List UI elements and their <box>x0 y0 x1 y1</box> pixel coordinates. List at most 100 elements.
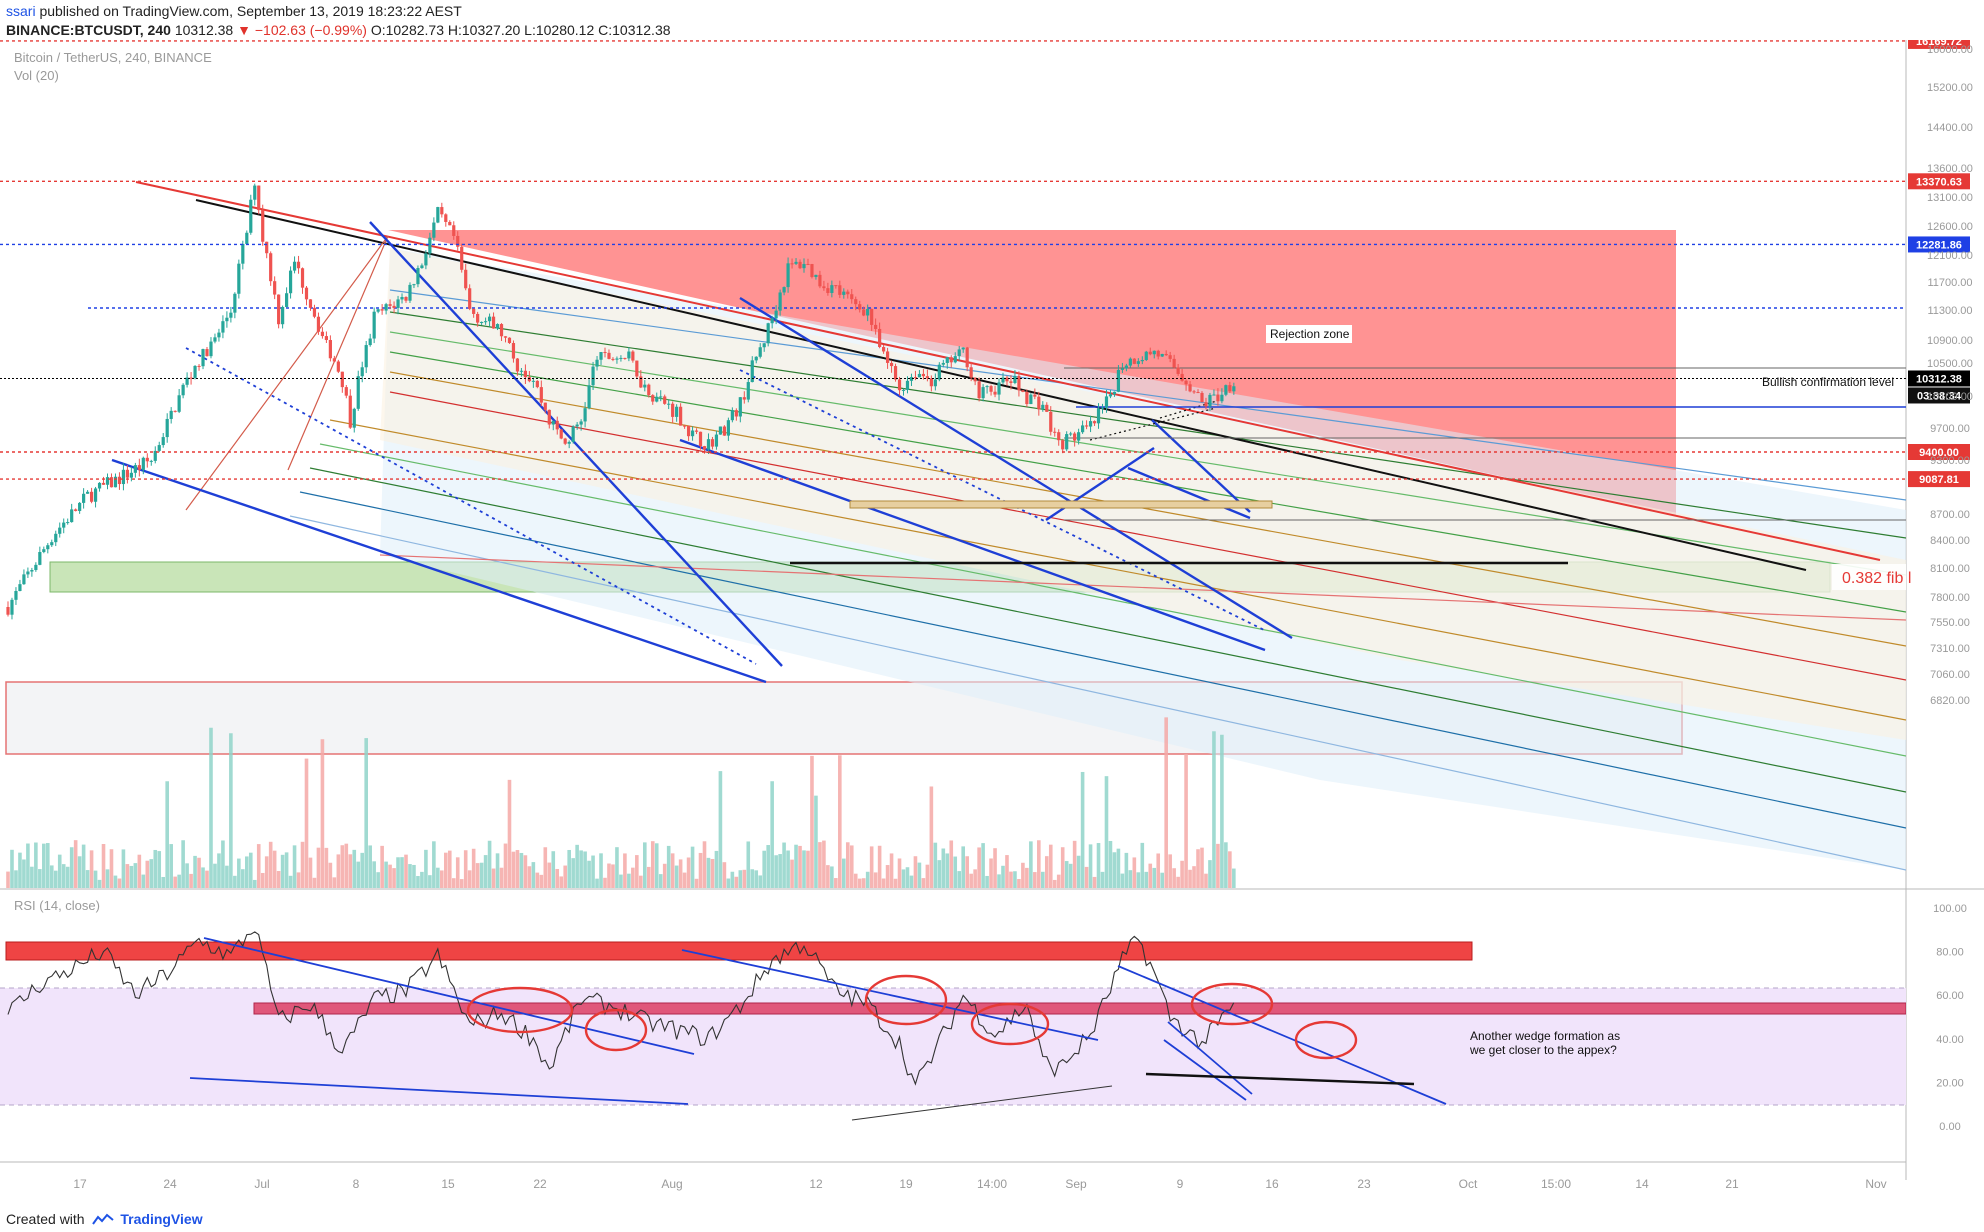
volume-bar <box>523 855 528 888</box>
candle-body <box>316 316 321 332</box>
time-tick-label: 14:00 <box>977 1177 1007 1191</box>
candle-body <box>1220 394 1224 402</box>
volume-bar <box>583 851 587 888</box>
volume-bar <box>654 843 659 888</box>
volume-bar <box>105 869 110 888</box>
candle-body <box>1196 392 1200 394</box>
chart-area[interactable]: 16169.7213370.6312281.8610312.389400.009… <box>0 40 1984 1212</box>
volume-bar <box>10 849 14 888</box>
candle-body <box>153 450 157 461</box>
volume-bar <box>256 844 261 888</box>
channel-line <box>1127 466 1251 520</box>
candle-body <box>539 387 543 403</box>
time-tick-label: 14 <box>1635 1177 1649 1191</box>
fib-line <box>389 371 1906 647</box>
volume-bar <box>209 727 213 888</box>
candle-body <box>643 384 647 388</box>
volume-bar <box>1188 869 1192 888</box>
candle-body <box>985 386 989 388</box>
volume-bar <box>893 878 898 888</box>
candle-body <box>209 341 213 357</box>
candle-body <box>854 299 858 305</box>
candle-body <box>93 488 98 502</box>
volume-bar <box>185 863 189 888</box>
candle-body <box>1180 373 1184 381</box>
candle-body <box>587 385 591 409</box>
volume-bar <box>778 854 782 888</box>
volume-bar <box>861 878 866 888</box>
price-tick-label: 13100.00 <box>1927 192 1973 204</box>
rsi-tick-label: 80.00 <box>1936 947 1964 959</box>
time-tick-label: 16 <box>1265 1177 1279 1191</box>
fib-label-bg <box>1832 564 1906 590</box>
candle-body <box>802 263 806 269</box>
volume-bar <box>1172 868 1176 888</box>
candle-body <box>1104 396 1109 408</box>
candle-body <box>639 376 643 388</box>
candle-body <box>376 309 380 312</box>
price-tick-label: 12100.00 <box>1927 250 1973 262</box>
candle-body <box>78 502 82 511</box>
volume-bar <box>428 875 432 888</box>
candle-body <box>575 424 579 427</box>
candle-body <box>233 293 237 313</box>
volume-bar <box>989 858 993 888</box>
candle-body <box>1041 404 1045 410</box>
volume-bar <box>491 868 496 888</box>
candle-body <box>762 343 766 348</box>
volume-bar <box>65 866 70 888</box>
time-tick-label: Jul <box>254 1177 269 1191</box>
volume-bar <box>1124 852 1129 888</box>
candle-body <box>874 324 878 329</box>
candle-body <box>145 457 149 462</box>
candle-body <box>702 446 707 450</box>
candle-body <box>1057 432 1061 441</box>
volume-bar <box>288 875 293 888</box>
volume-bar <box>714 850 719 888</box>
volume-bar <box>706 857 711 888</box>
candle-body <box>424 253 428 266</box>
tradingview-brand[interactable]: TradingView <box>120 1211 203 1227</box>
volume-bar <box>849 845 854 888</box>
price-tick-label: 7310.00 <box>1930 643 1970 655</box>
volume-bar <box>1092 876 1097 888</box>
candle-body <box>121 469 126 485</box>
volume-bar <box>440 870 444 888</box>
candle-body <box>734 410 738 417</box>
candle-body <box>484 321 488 323</box>
candle-body <box>989 386 993 392</box>
volume-bar <box>153 849 158 888</box>
volume-bar <box>838 755 842 888</box>
level-badge-label: 9400.00 <box>1919 447 1959 459</box>
candle-body <box>86 491 90 494</box>
candle-body <box>277 294 281 325</box>
price-change: ▼ −102.63 (−0.99%) <box>237 22 367 38</box>
volume-bar <box>125 864 130 888</box>
candle-body <box>392 305 396 308</box>
volume-bar <box>531 862 536 888</box>
level-badge-label: 16169.72 <box>1916 40 1962 48</box>
volume-bar <box>396 857 400 888</box>
volume-bar <box>304 758 309 888</box>
candle-body <box>806 263 810 265</box>
level-badge-label: 13370.63 <box>1916 176 1962 188</box>
candle-body <box>571 426 575 442</box>
level-badge-label: 12281.86 <box>1916 239 1962 251</box>
candle-body <box>412 284 416 286</box>
volume-bar <box>822 840 826 888</box>
volume-bar <box>1072 840 1077 888</box>
candle-body <box>261 210 265 242</box>
volume-bar <box>1196 849 1200 888</box>
highlight-circle <box>1294 1020 1358 1060</box>
candle-body <box>129 472 133 478</box>
author-name[interactable]: ssari <box>6 3 36 19</box>
candle-body <box>408 284 412 301</box>
candle-body <box>993 391 997 395</box>
candle-body <box>913 377 918 379</box>
volume-bar <box>690 846 695 888</box>
candle-body <box>527 377 531 382</box>
price-tick-label: 14400.00 <box>1927 122 1973 134</box>
volume-bar <box>1064 861 1069 888</box>
volume-bar <box>539 874 544 888</box>
time-tick-label: 8 <box>353 1177 360 1191</box>
